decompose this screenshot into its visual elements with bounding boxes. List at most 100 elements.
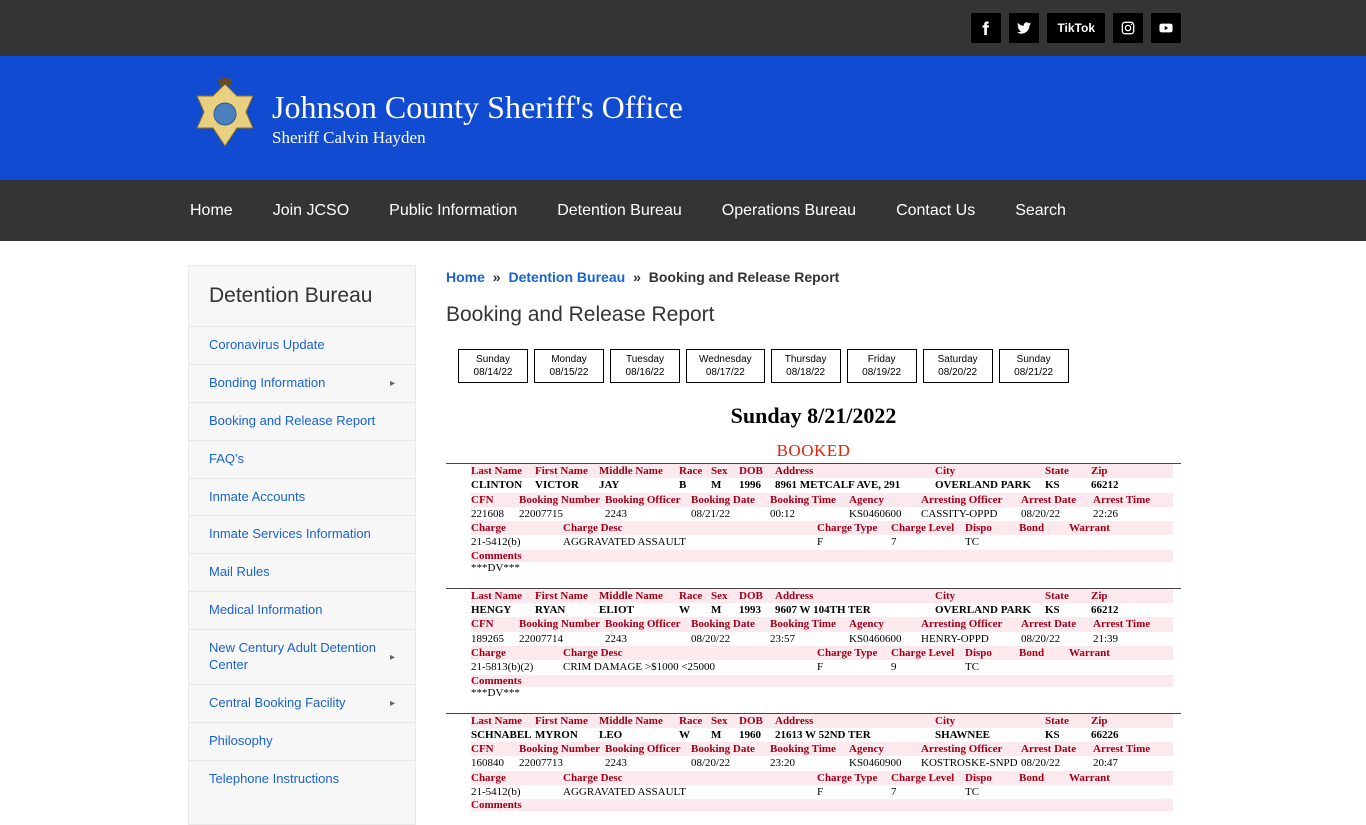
sidebar-item-label: Bonding Information <box>209 375 325 392</box>
sidebar-item[interactable]: Mail Rules <box>189 553 415 591</box>
sidebar-item[interactable]: Booking and Release Report <box>189 402 415 440</box>
tiktok-label: TikTok <box>1057 21 1095 35</box>
field-label: Middle Name <box>599 589 679 603</box>
field-label: Booking Number <box>519 493 605 507</box>
sidebar-item-label: Central Booking Facility <box>209 695 346 712</box>
field-value: CLINTON <box>471 478 535 492</box>
field-label: Last Name <box>471 464 535 478</box>
field-value: 08/20/22 <box>691 756 770 770</box>
field-label: Charge <box>471 646 563 660</box>
sidebar-item[interactable]: Central Booking Facility ▸ <box>189 684 415 722</box>
record-row: 22160822007715224308/21/2200:12KS0460600… <box>471 507 1173 521</box>
sidebar-item[interactable]: Telephone Instructions <box>189 760 415 798</box>
field-label: Middle Name <box>599 714 679 728</box>
field-label: Race <box>679 589 711 603</box>
breadcrumb-home[interactable]: Home <box>446 269 485 285</box>
tiktok-button[interactable]: TikTok <box>1047 13 1105 43</box>
breadcrumb: Home » Detention Bureau » Booking and Re… <box>446 269 1181 285</box>
record-row: ChargeCharge DescCharge TypeCharge Level… <box>471 646 1173 660</box>
nav-operations[interactable]: Operations Bureau <box>702 202 876 220</box>
date-button[interactable]: Tuesday08/16/22 <box>610 349 680 383</box>
sidebar-item-label: Inmate Accounts <box>209 489 305 506</box>
date-button-date: 08/14/22 <box>471 366 515 379</box>
field-value: SCHNABEL <box>471 728 535 742</box>
record-row: ChargeCharge DescCharge TypeCharge Level… <box>471 771 1173 785</box>
field-value: TC <box>965 660 1019 674</box>
field-value: AGGRAVATED ASSAULT <box>563 785 817 799</box>
instagram-icon[interactable] <box>1113 13 1143 43</box>
field-value: SHAWNEE <box>935 728 1045 742</box>
record-row: ChargeCharge DescCharge TypeCharge Level… <box>471 521 1173 535</box>
field-label: Charge <box>471 771 563 785</box>
field-label: City <box>935 464 1045 478</box>
date-button[interactable]: Wednesday08/17/22 <box>686 349 765 383</box>
field-label: Charge Level <box>891 521 965 535</box>
sheriff-badge-icon <box>190 76 260 161</box>
field-value: M <box>711 478 739 492</box>
social-bar: TikTok <box>0 0 1366 56</box>
field-label: Charge Level <box>891 646 965 660</box>
field-label: Booking Date <box>691 742 770 756</box>
comments-value: ***DV*** <box>471 687 1173 699</box>
date-button[interactable]: Thursday08/18/22 <box>771 349 841 383</box>
field-label: State <box>1045 464 1091 478</box>
nav-public-info[interactable]: Public Information <box>369 202 537 220</box>
field-value: TC <box>965 535 1019 549</box>
main-nav: Home Join JCSO Public Information Detent… <box>0 180 1366 241</box>
nav-join[interactable]: Join JCSO <box>253 202 369 220</box>
date-button-day: Sunday <box>1012 353 1056 366</box>
field-value: KS <box>1045 478 1091 492</box>
site-title: Johnson County Sheriff's Office <box>272 89 683 126</box>
field-label: Comments <box>471 550 1173 562</box>
youtube-icon[interactable] <box>1151 13 1181 43</box>
nav-contact[interactable]: Contact Us <box>876 202 995 220</box>
record-row: Last NameFirst NameMiddle NameRaceSexDOB… <box>471 464 1173 478</box>
sidebar-item[interactable]: Inmate Accounts <box>189 478 415 516</box>
field-label: Arrest Time <box>1093 742 1161 756</box>
facebook-icon[interactable] <box>971 13 1001 43</box>
field-value: 9 <box>891 660 965 674</box>
sidebar-item[interactable]: New Century Adult Detention Center▸ <box>189 629 415 684</box>
nav-home[interactable]: Home <box>190 202 253 220</box>
field-value: 2243 <box>605 507 691 521</box>
date-button-day: Monday <box>547 353 591 366</box>
date-button[interactable]: Friday08/19/22 <box>847 349 917 383</box>
field-label: Zip <box>1091 464 1121 478</box>
breadcrumb-detention[interactable]: Detention Bureau <box>508 269 625 285</box>
chevron-right-icon: ▸ <box>390 377 395 390</box>
field-label: Middle Name <box>599 464 679 478</box>
field-value <box>1069 535 1119 549</box>
record-row: 16084022007713224308/20/2223:20KS0460900… <box>471 756 1173 770</box>
field-label: Charge Desc <box>563 521 817 535</box>
booking-record: Last NameFirst NameMiddle NameRaceSexDOB… <box>446 463 1181 574</box>
sidebar-item[interactable]: FAQ's <box>189 440 415 478</box>
record-row: 18926522007714224308/20/2223:57KS0460600… <box>471 632 1173 646</box>
chevron-right-icon: ▸ <box>390 697 395 710</box>
date-button[interactable]: Sunday08/14/22 <box>458 349 528 383</box>
field-label: Booking Officer <box>605 617 691 631</box>
nav-search[interactable]: Search <box>995 202 1086 220</box>
field-value: KS <box>1045 728 1091 742</box>
field-label: Last Name <box>471 714 535 728</box>
field-value: 08/20/22 <box>1021 632 1093 646</box>
sidebar-item-label: Booking and Release Report <box>209 413 375 430</box>
breadcrumb-sep: » <box>633 269 641 285</box>
field-label: Warrant <box>1069 646 1119 660</box>
sidebar-item[interactable]: Medical Information <box>189 591 415 629</box>
sidebar-item[interactable]: Coronavirus Update <box>189 326 415 364</box>
sidebar-item[interactable]: Philosophy <box>189 722 415 760</box>
twitter-icon[interactable] <box>1009 13 1039 43</box>
date-button[interactable]: Sunday08/21/22 <box>999 349 1069 383</box>
date-button[interactable]: Saturday08/20/22 <box>923 349 993 383</box>
record-row: 21-5813(b)(2)CRIM DAMAGE >$1000 <25000F9… <box>471 660 1173 674</box>
sidebar-item[interactable]: Inmate Services Information <box>189 515 415 553</box>
nav-detention[interactable]: Detention Bureau <box>537 202 702 220</box>
sidebar-item-label: Medical Information <box>209 602 322 619</box>
date-button-day: Sunday <box>471 353 515 366</box>
field-label: Bond <box>1019 646 1069 660</box>
sidebar-item-label: Telephone Instructions <box>209 771 339 788</box>
field-value: 66212 <box>1091 603 1121 617</box>
date-button[interactable]: Monday08/15/22 <box>534 349 604 383</box>
field-value: CASSITY-OPPD <box>921 507 1021 521</box>
sidebar-item[interactable]: Bonding Information ▸ <box>189 364 415 402</box>
